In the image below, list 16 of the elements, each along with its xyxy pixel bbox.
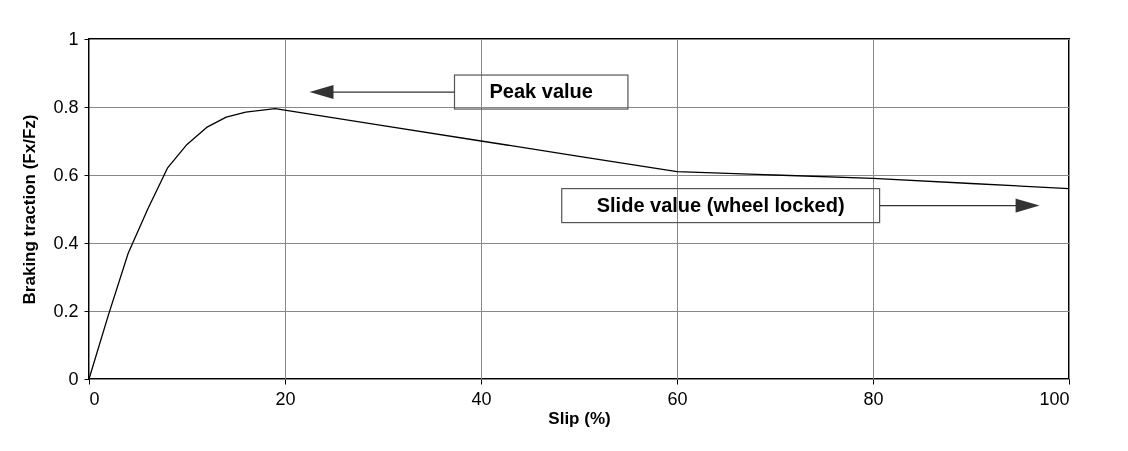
y-axis-title: Braking traction (Fx/Fz) [20, 114, 40, 305]
annotation: Peak value [489, 80, 593, 103]
x-tick-label: 40 [471, 388, 492, 409]
annotation: Slide value (wheel locked) [596, 193, 845, 216]
x-tick-label: 0 [89, 388, 100, 409]
x-tick-label: 80 [863, 388, 884, 409]
y-tick-label: 0.6 [53, 164, 79, 185]
y-tick-label: 0.8 [53, 96, 79, 117]
y-tick-label: 0.2 [53, 300, 79, 321]
y-tick-label: 0 [68, 368, 79, 389]
x-tick-label: 20 [275, 388, 296, 409]
x-tick-label: 100 [1039, 388, 1070, 409]
x-axis-title: Slip (%) [548, 408, 611, 428]
y-tick-label: 1 [68, 28, 79, 49]
x-tick-label: 60 [667, 388, 688, 409]
y-tick-label: 0.4 [53, 232, 79, 253]
